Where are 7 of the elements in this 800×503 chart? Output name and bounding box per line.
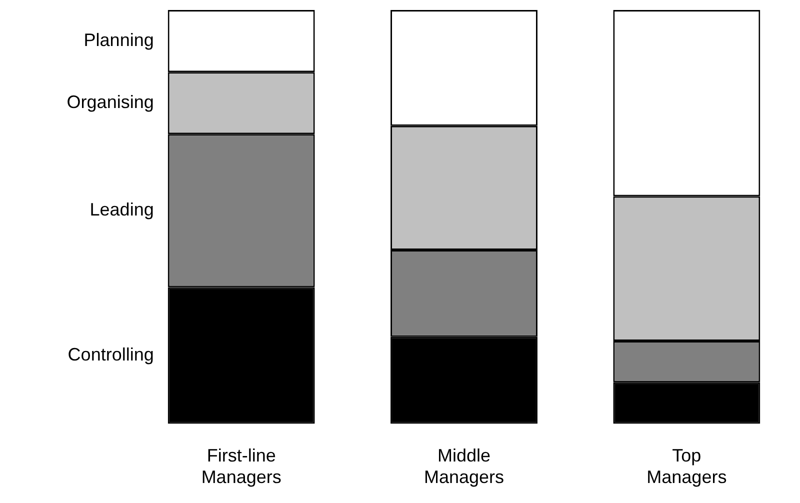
series-label: Leading	[90, 200, 154, 220]
x-tick-label: First-line Managers	[201, 446, 282, 488]
series-label: Controlling	[68, 344, 154, 364]
x-tick-label: Top Managers	[646, 446, 727, 488]
series-label: Planning	[84, 30, 154, 50]
x-tick-label: Middle Managers	[424, 446, 504, 488]
series-label: Organising	[66, 92, 154, 112]
